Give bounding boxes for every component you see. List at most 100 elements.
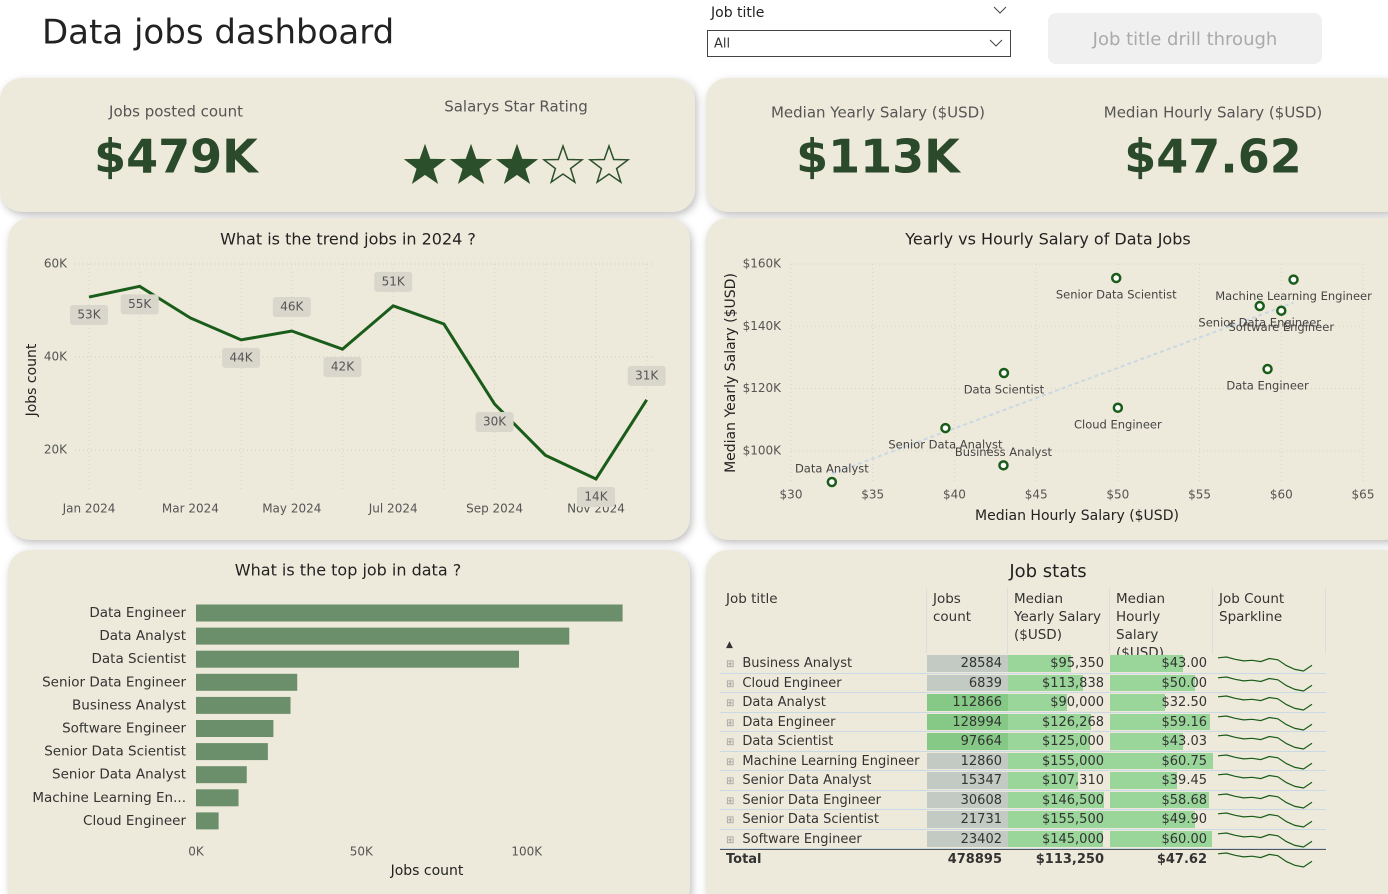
bar [196,789,239,807]
cell-jobs: 23402 [927,830,1008,849]
column-header: Median Hourly Salary ($USD) [1110,588,1213,661]
cell-bg [927,791,1008,808]
y-tick-label: Machine Learning En... [32,790,186,806]
chart-title: What is the top job in data ? [235,561,461,580]
chart-title: Yearly vs Hourly Salary of Data Jobs [904,230,1190,249]
point-label: Data Engineer [1226,379,1309,393]
star [403,143,447,185]
cell-jobs: 15347 [927,771,1008,791]
data-bar [1008,674,1083,691]
drill-button[interactable]: Job title drill through [1048,13,1322,64]
cell-sparkline [1213,830,1326,849]
star [449,143,493,185]
x-axis-label: Median Hourly Salary ($USD) [975,508,1179,524]
cell-text: $95,350 [1050,656,1104,671]
cell-title: ⊞ Cloud Engineer [720,674,927,693]
cell-sparkline [1213,752,1326,771]
sparkline-line [1217,792,1313,809]
cell-text: 97664 [960,734,1002,749]
cell-text: Data Scientist [742,734,834,749]
cell-text: 28584 [960,656,1002,671]
cell-title: ⊞ Senior Data Engineer [720,791,927,810]
header-text: Job Count Sparkline [1219,591,1285,625]
cell-bg [927,694,1008,711]
column-header: Jobs count [927,588,1008,654]
dropdown-value[interactable]: All [714,37,730,52]
cell-sparkline [1213,849,1326,869]
cell-text: $155,500 [1041,812,1104,827]
kpi-label: Jobs posted count [108,103,243,121]
point-label: Senior Data Engineer [1198,316,1321,330]
cell-title: ⊞ Data Engineer [720,713,927,732]
cell-salary: $49.90 [1110,810,1213,830]
column-header: Job Count Sparkline [1213,588,1326,654]
x-tick-label: 100K [511,845,543,859]
cell-text: Senior Data Engineer [742,792,881,808]
cell-salary: $126,268 [1008,713,1110,732]
button-box[interactable] [1048,13,1322,64]
point [998,367,1010,379]
y-tick-label: 60K [44,257,68,271]
cell-jobs: 28584 [927,654,1008,674]
cell-text: $155,000 [1041,753,1104,769]
cell-text: $126,268 [1041,714,1104,730]
y-tick-label: Senior Data Analyst [52,767,186,783]
point [998,460,1009,471]
chart-panel [706,218,1388,540]
data-bar [1110,674,1195,691]
filter-dropdown[interactable]: All [707,30,1011,57]
cell-text: $145,000 [1041,831,1104,847]
cell-sparkline [1213,732,1326,752]
sparkline-line [1217,656,1313,672]
cell-sparkline [1213,810,1326,830]
sparkline [1217,714,1313,731]
label-box [627,365,666,386]
cell-sparkline [1213,654,1326,674]
dropdown-box[interactable] [707,30,1011,57]
data-bar [1008,811,1110,828]
x-tick-label: May 2024 [262,502,321,516]
kpi-value: $113K [796,130,962,184]
x-tick-label: $30 [780,488,803,502]
cell-salary: $145,000 [1008,830,1110,849]
point-label: Business Analyst [955,445,1053,459]
cell-text: $43.03 [1161,734,1208,749]
data-bar [1110,713,1211,730]
cell-text: 6839 [968,675,1002,691]
data-bar [1008,713,1091,730]
cell-jobs: 97664 [927,732,1008,752]
cell-salary: $90,000 [1008,693,1110,713]
cell-text: 23402 [960,831,1002,847]
cell-jobs: 21731 [927,810,1008,830]
cell-text: 30608 [960,792,1002,808]
cell-text: $113,250 [1035,852,1104,867]
expand-icon: ⊞ [726,795,735,807]
cell-text: $59.16 [1161,714,1208,730]
chart-title: What is the trend jobs in 2024 ? [220,230,476,249]
cell-salary: $32.50 [1110,693,1213,713]
y-axis-label: Jobs count [24,343,40,417]
sparkline [1217,656,1313,672]
cell-text: $58.68 [1161,792,1208,808]
button-label[interactable]: Job title drill through [1092,29,1278,50]
data-label: 44K [230,350,254,364]
x-tick-label: Jul 2024 [368,502,418,516]
cell-jobs: 6839 [927,674,1008,693]
label-box [475,412,514,433]
x-tick-label: Sep 2024 [466,502,523,516]
column-header: Job title ▲ [720,588,927,654]
bar [196,812,219,830]
job-stats-table: Job title ▲ Jobs count Median Yearly Salary… [720,588,1326,869]
cell-salary: $107,310 [1008,771,1110,791]
y-tick-label: Data Scientist [92,651,187,667]
cell-salary: $155,000 [1008,752,1110,771]
expand-icon: ⊞ [726,698,735,709]
cell-text: 12860 [960,753,1002,769]
point-label: Data Analyst [795,462,869,476]
y-tick-label: Cloud Engineer [83,813,186,829]
cell-bg [927,811,1008,828]
data-bar [1008,830,1104,847]
data-label: 46K [280,300,304,314]
y-tick-label: Software Engineer [62,721,186,737]
x-tick-label: $40 [943,488,966,502]
